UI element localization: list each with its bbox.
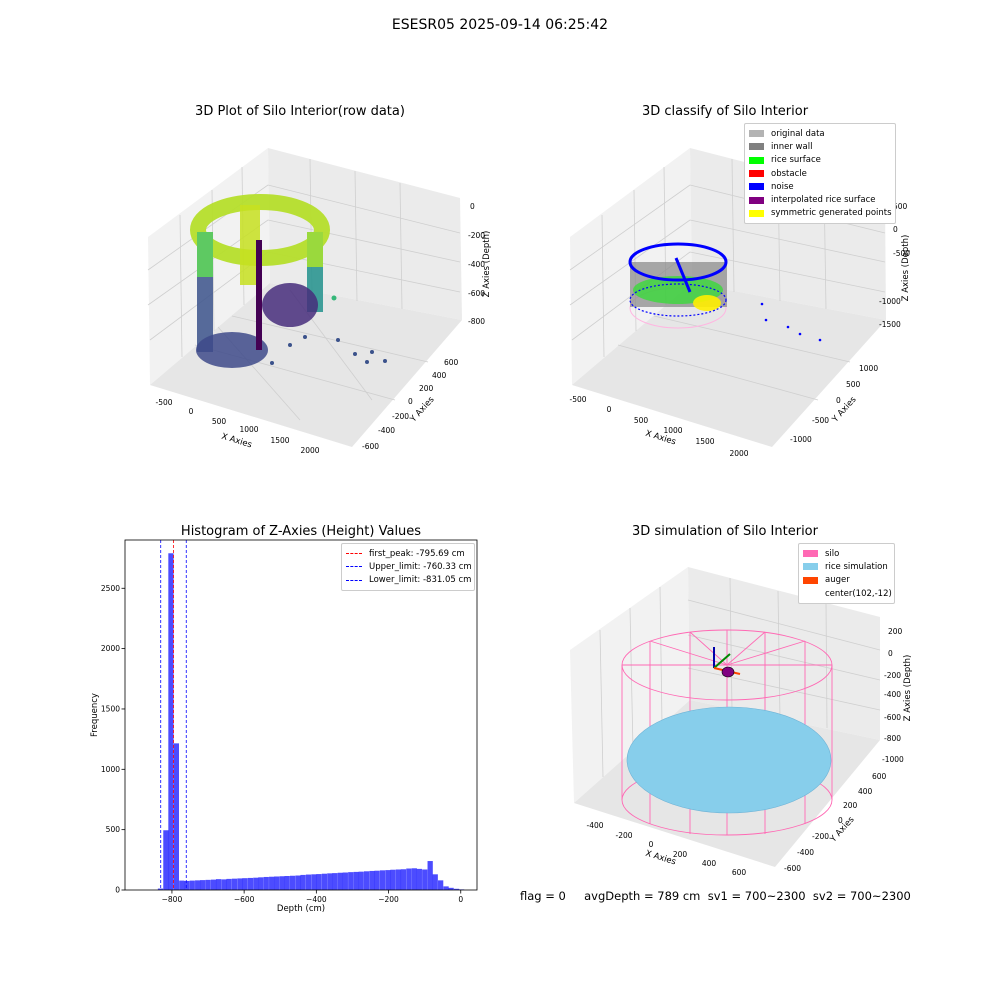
raw-silo-points (190, 194, 387, 368)
raw-z-label: Z Axies (Depth) (482, 231, 492, 298)
legend-swatch (803, 590, 818, 597)
raw-y-tick: -600 (362, 442, 379, 451)
legend-item: rice simulation (803, 560, 890, 573)
legend-item: Lower_limit: -831.05 cm (346, 574, 472, 587)
raw-y-tick: 600 (444, 358, 459, 367)
legend-label: inner wall (771, 141, 813, 152)
legend-swatch (346, 566, 362, 568)
legend-swatch (346, 579, 362, 581)
legend-swatch (803, 563, 818, 571)
simulation-legend: silo rice simulation auger center(102,-1… (798, 543, 895, 605)
legend-label: auger (825, 575, 850, 586)
raw-x-tick: 1000 (239, 425, 258, 434)
raw-x-tick: 500 (212, 417, 227, 426)
figure-title: ESESR05 2025-09-14 06:25:42 (391, 17, 609, 33)
raw-y-tick: -200 (392, 412, 409, 421)
classify-legend: original data inner wall rice surface ob… (744, 123, 896, 225)
raw-y-tick: 200 (419, 384, 434, 393)
raw-z-tick: 0 (470, 202, 475, 211)
legend-swatch (749, 130, 764, 138)
legend-item: Upper_limit: -760.33 cm (346, 560, 472, 573)
legend-swatch (803, 550, 818, 558)
raw-x-tick: 0 (189, 407, 194, 416)
legend-item: noise (749, 180, 891, 193)
legend-item: silo (803, 547, 890, 560)
raw-y-tick: 400 (432, 371, 447, 380)
raw-x-tick: 1500 (270, 436, 289, 445)
legend-item: symmetric generated points (749, 207, 892, 220)
legend-swatch (749, 170, 764, 178)
legend-label: first_peak: -795.69 cm (369, 548, 465, 559)
simulation-plot-title: 3D simulation of Silo Interior (632, 524, 818, 539)
legend-label: silo (825, 548, 840, 559)
raw-y-tick: -400 (378, 426, 395, 435)
raw-x-ticks: -500 0 500 1000 1500 2000 (155, 398, 319, 455)
raw-x-tick: -500 (155, 398, 172, 407)
raw-x-label: X Axies (220, 432, 253, 451)
legend-label: Upper_limit: -760.33 cm (369, 561, 472, 572)
legend-item: center(102,-12) (803, 587, 892, 600)
raw-z-tick: -200 (468, 231, 485, 240)
raw-z-tick: -600 (468, 289, 485, 298)
legend-label: rice surface (771, 155, 821, 166)
raw-x-tick: 2000 (300, 446, 319, 455)
legend-swatch (749, 196, 764, 204)
histogram-title: Histogram of Z-Axies (Height) Values (180, 524, 422, 539)
legend-label: symmetric generated points (771, 208, 892, 219)
legend-swatch (749, 209, 764, 217)
legend-swatch (803, 576, 818, 584)
legend-label: center(102,-12) (825, 588, 892, 599)
legend-swatch (749, 156, 764, 164)
legend-item: original data (749, 127, 891, 140)
classify-plot-title: 3D classify of Silo Interior (641, 104, 809, 119)
legend-label: original data (771, 128, 825, 139)
legend-item: auger (803, 574, 890, 587)
raw-z-tick: -400 (468, 260, 485, 269)
legend-swatch (346, 553, 362, 555)
legend-label: noise (771, 181, 794, 192)
legend-item: rice surface (749, 154, 891, 167)
raw-z-tick: -800 (468, 317, 485, 326)
legend-label: Lower_limit: -831.05 cm (369, 575, 472, 586)
legend-label: rice simulation (825, 561, 888, 572)
legend-swatch (749, 183, 764, 191)
legend-swatch (749, 143, 764, 151)
legend-item: first_peak: -795.69 cm (346, 547, 470, 560)
raw-z-ticks: 0 -200 -400 -600 -800 (468, 202, 485, 326)
legend-item: inner wall (749, 140, 891, 153)
status-line: flag = 0 avgDepth = 789 cm sv1 = 700~230… (520, 889, 911, 903)
legend-label: interpolated rice surface (771, 195, 876, 206)
legend-item: interpolated rice surface (749, 193, 891, 206)
raw-y-ticks: -600 -400 -200 0 200 400 600 (362, 358, 459, 451)
raw-y-tick: 0 (408, 397, 413, 406)
histogram-legend: first_peak: -795.69 cm Upper_limit: -760… (341, 543, 475, 591)
legend-item: obstacle (749, 167, 891, 180)
raw-plot-title: 3D Plot of Silo Interior(row data) (195, 104, 405, 119)
legend-label: obstacle (771, 168, 807, 179)
